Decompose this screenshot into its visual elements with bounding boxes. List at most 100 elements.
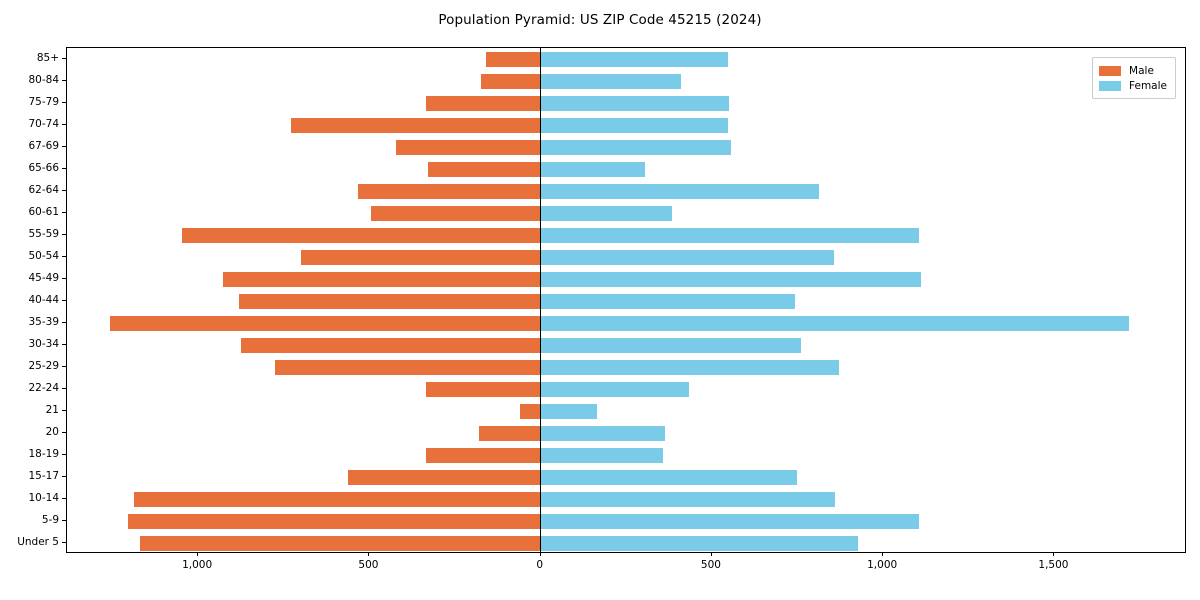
bar-female <box>539 95 730 111</box>
bar-female <box>539 535 859 551</box>
y-axis-tick <box>62 410 66 411</box>
x-axis-label: 1,000 <box>867 559 898 571</box>
plot-area: 1,000 500 0 500 1,000 1,500 Male Female <box>66 47 1186 571</box>
y-axis-tick <box>62 344 66 345</box>
x-axis-tick <box>882 552 884 556</box>
x-axis-tick <box>368 552 370 556</box>
legend-swatch-icon <box>1099 80 1122 91</box>
bar-female <box>539 425 665 441</box>
bar-male <box>240 337 540 353</box>
y-axis-tick <box>62 234 66 235</box>
y-axis-tick <box>62 476 66 477</box>
x-axis-label: 0 <box>536 559 543 571</box>
y-axis-tick <box>62 542 66 543</box>
y-axis-label-67-69: 67-69 <box>28 140 59 152</box>
x-axis-label: 500 <box>358 559 379 571</box>
y-axis-label-under-5: Under 5 <box>17 536 59 548</box>
bar-female <box>539 491 836 507</box>
y-axis-label-50-54: 50-54 <box>28 250 59 262</box>
y-axis-tick <box>62 520 66 521</box>
bar-male <box>238 293 540 309</box>
bar-male <box>347 469 540 485</box>
bar-male <box>520 403 540 419</box>
bar-female <box>539 271 921 287</box>
y-axis-label-60-61: 60-61 <box>28 206 59 218</box>
bar-female <box>539 51 729 67</box>
bar-female <box>539 205 672 221</box>
y-axis-tick <box>62 388 66 389</box>
bar-male <box>357 183 540 199</box>
y-axis-label-85-: 85+ <box>36 52 59 64</box>
bar-female <box>539 293 795 309</box>
bar-male <box>485 51 540 67</box>
y-axis-tick <box>62 58 66 59</box>
y-axis-tick <box>62 454 66 455</box>
bar-male <box>182 227 540 243</box>
y-axis-label-20: 20 <box>45 426 59 438</box>
bar-female <box>539 381 689 397</box>
bar-male <box>425 381 540 397</box>
y-axis-tick <box>62 256 66 257</box>
y-axis-label-62-64: 62-64 <box>28 184 59 196</box>
y-axis-label-35-39: 35-39 <box>28 316 59 328</box>
x-axis-tick <box>1053 552 1055 556</box>
bar-female <box>539 447 663 463</box>
y-axis-label-18-19: 18-19 <box>28 448 59 460</box>
y-axis-label-21: 21 <box>45 404 59 416</box>
y-axis-tick <box>62 146 66 147</box>
y-axis-label-30-34: 30-34 <box>28 338 59 350</box>
bar-female <box>539 359 839 375</box>
y-axis-label-25-29: 25-29 <box>28 360 59 372</box>
y-axis-tick <box>62 432 66 433</box>
x-axis-tick <box>197 552 199 556</box>
bar-female <box>539 161 646 177</box>
y-axis-tick <box>62 212 66 213</box>
y-axis-label-55-59: 55-59 <box>28 228 59 240</box>
y-axis-tick <box>62 168 66 169</box>
bar-male <box>110 315 540 331</box>
bar-female <box>539 249 835 265</box>
y-axis-tick <box>62 278 66 279</box>
bar-male <box>222 271 540 287</box>
y-axis-label-70-74: 70-74 <box>28 118 59 130</box>
y-axis-label-40-44: 40-44 <box>28 294 59 306</box>
legend-item: Male <box>1099 63 1167 78</box>
y-axis-tick <box>62 322 66 323</box>
y-axis-label-10-14: 10-14 <box>28 492 59 504</box>
x-axis-tick <box>710 552 712 556</box>
y-axis-tick <box>62 190 66 191</box>
y-axis-tick <box>62 124 66 125</box>
x-axis-label: 1,500 <box>1038 559 1069 571</box>
y-axis-label-75-79: 75-79 <box>28 96 59 108</box>
bar-male <box>291 117 540 133</box>
y-axis-label-80-84: 80-84 <box>28 74 59 86</box>
bar-male <box>427 161 540 177</box>
bar-male <box>370 205 540 221</box>
y-axis-label-5-9: 5-9 <box>41 514 59 526</box>
bar-male <box>134 491 540 507</box>
bar-female <box>539 513 920 529</box>
bar-female <box>539 403 597 419</box>
bar-male <box>127 513 540 529</box>
y-axis-tick <box>62 300 66 301</box>
bar-female <box>539 227 920 243</box>
y-axis-label-65-66: 65-66 <box>28 162 59 174</box>
x-axis-tick <box>539 552 541 556</box>
bar-male <box>139 535 540 551</box>
chart-legend: Male Female <box>1092 57 1176 99</box>
y-axis-tick <box>62 80 66 81</box>
bar-male <box>395 139 540 155</box>
bar-male <box>480 73 540 89</box>
y-axis-label-22-24: 22-24 <box>28 382 59 394</box>
bar-female <box>539 117 729 133</box>
legend-label: Female <box>1129 79 1167 92</box>
y-axis-tick <box>62 102 66 103</box>
legend-swatch-icon <box>1099 65 1122 76</box>
bars-container <box>67 48 1185 552</box>
x-axis-label: 1,000 <box>182 559 213 571</box>
x-axis-label: 500 <box>700 559 721 571</box>
legend-label: Male <box>1129 64 1154 77</box>
bar-female <box>539 139 732 155</box>
bar-female <box>539 183 820 199</box>
bar-male <box>274 359 540 375</box>
